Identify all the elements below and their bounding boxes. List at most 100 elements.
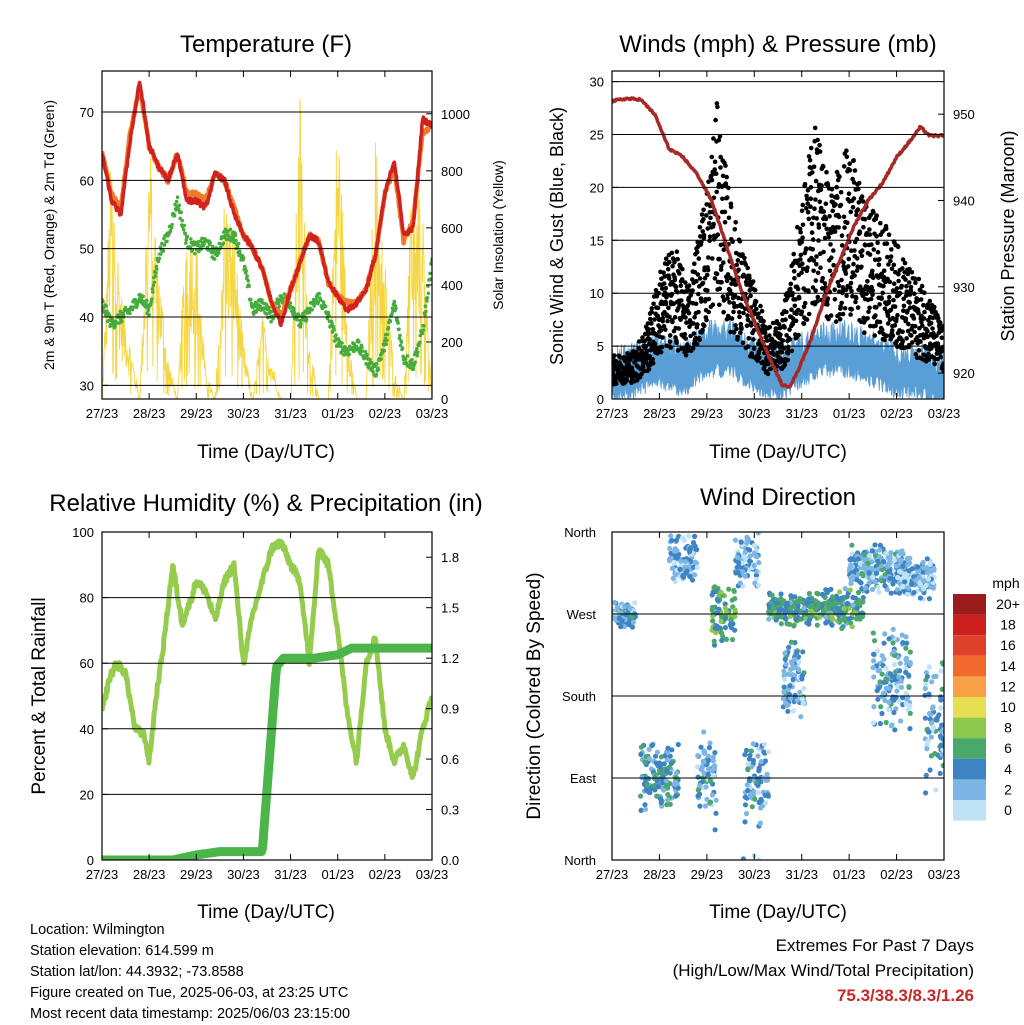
legend-label: 16 xyxy=(1000,637,1016,653)
x-tick-label: 31/23 xyxy=(785,867,818,882)
gust-point xyxy=(843,287,849,293)
humidity-plot-area: 27/23 28/23 29/23 30/23 31/23 01/23 02/23 03/23… xyxy=(72,525,459,882)
gust-point xyxy=(905,328,911,334)
gust-point xyxy=(789,307,794,313)
gust-point xyxy=(906,321,911,327)
gust-point xyxy=(682,331,688,337)
wind-direction-point xyxy=(722,601,728,607)
wind-direction-point xyxy=(642,759,648,765)
gust-point xyxy=(901,296,906,302)
wind-direction-point xyxy=(659,780,665,786)
dewpoint-point xyxy=(292,310,297,315)
gust-point xyxy=(805,265,810,270)
wind-direction-point xyxy=(907,649,913,655)
wind-direction-point xyxy=(881,656,887,662)
gust-point xyxy=(648,316,653,322)
dewpoint-point xyxy=(296,313,301,317)
wind-direction-point xyxy=(871,658,877,664)
gust-point xyxy=(861,224,866,230)
wind-direction-point xyxy=(692,533,698,540)
gust-point xyxy=(754,306,759,312)
wind-direction-point xyxy=(848,575,854,581)
dewpoint-point xyxy=(310,308,315,312)
gust-point xyxy=(677,271,682,276)
x-tick-label: 28/23 xyxy=(133,406,166,421)
wind-direction-point xyxy=(642,806,649,812)
dewpoint-point xyxy=(247,284,251,288)
gust-point xyxy=(613,358,619,364)
gust-point xyxy=(646,332,651,338)
wind-direction-point xyxy=(894,688,900,694)
wind-direction-point xyxy=(755,782,761,788)
gust-point xyxy=(672,315,678,320)
y-tick-label: 10 xyxy=(590,286,604,301)
wind-direction-point xyxy=(649,742,655,748)
x-tick-label: 03/23 xyxy=(416,867,449,882)
gust-point xyxy=(862,330,867,335)
gust-point xyxy=(800,235,805,240)
dewpoint-point xyxy=(426,291,431,296)
wind-direction-point xyxy=(782,656,788,663)
wind-direction-point xyxy=(746,756,753,762)
gust-point xyxy=(842,225,847,230)
gust-point xyxy=(823,201,829,207)
wind-direction-point xyxy=(742,752,748,758)
dewpoint-point xyxy=(403,357,408,361)
wind-direction-point xyxy=(732,537,739,543)
gust-point xyxy=(867,252,873,257)
gust-point xyxy=(862,216,868,222)
dewpoint-point xyxy=(339,351,344,355)
gust-point xyxy=(840,311,846,317)
dewpoint-point xyxy=(392,299,397,304)
wind-direction-point xyxy=(918,581,924,587)
wind-direction-point xyxy=(903,690,909,697)
wind-direction-point xyxy=(632,600,638,606)
location-text: Location: Wilmington xyxy=(30,922,165,938)
gust-point xyxy=(613,381,619,387)
wind-direction-point xyxy=(940,762,944,769)
gust-point xyxy=(894,286,900,291)
dewpoint-point xyxy=(249,297,253,302)
gust-point xyxy=(806,154,812,159)
wind-direction-point xyxy=(702,750,708,756)
wind-direction-point xyxy=(765,792,771,798)
wind-direction-point xyxy=(932,751,938,757)
wind-direction-point xyxy=(737,580,743,586)
gust-point xyxy=(651,301,656,307)
wind-direction-point xyxy=(785,702,791,708)
wind-direction-point xyxy=(722,616,729,622)
wind-direction-point xyxy=(876,554,883,560)
gust-point xyxy=(686,310,692,316)
wind-direction-point xyxy=(862,557,869,563)
gust-point xyxy=(822,235,828,241)
extremes-values: 75.3/38.3/8.3/1.26 xyxy=(836,986,974,1005)
wind-direction-point xyxy=(747,776,753,782)
y-tick-label: 80 xyxy=(80,591,94,606)
dewpoint-point xyxy=(128,311,132,316)
gust-point xyxy=(791,251,796,257)
wind-direction-point xyxy=(687,573,693,579)
wind-direction-point xyxy=(886,707,892,713)
gust-point xyxy=(888,307,894,313)
gust-point xyxy=(886,299,892,304)
wind-direction-point xyxy=(695,753,701,759)
y-tick-label: 60 xyxy=(80,173,94,188)
gust-point xyxy=(811,258,817,263)
humidity-ylabel: Percent & Total Rainfall xyxy=(29,597,50,794)
gust-point xyxy=(741,310,746,316)
dewpoint-point xyxy=(175,195,180,199)
wind-direction-point xyxy=(686,533,692,539)
gust-point xyxy=(674,249,680,254)
wind-direction-point xyxy=(679,535,686,541)
gust-point xyxy=(846,191,852,196)
gust-point xyxy=(661,281,667,286)
gust-point xyxy=(807,157,813,163)
wind-direction-point xyxy=(874,648,881,654)
wind-direction-point xyxy=(876,685,882,691)
x-tick-label: 28/23 xyxy=(133,867,166,882)
wind-direction-point xyxy=(748,748,754,754)
wind-direction-point xyxy=(669,565,675,572)
dewpoint-point xyxy=(323,304,328,309)
wind-direction-point xyxy=(888,550,894,556)
gust-point xyxy=(889,328,895,333)
